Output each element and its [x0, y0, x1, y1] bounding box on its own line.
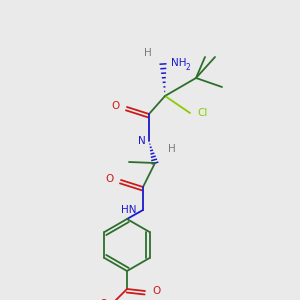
Text: O: O: [112, 101, 120, 111]
Text: N: N: [138, 136, 146, 146]
Text: NH: NH: [171, 58, 187, 68]
Text: Cl: Cl: [197, 108, 207, 118]
Text: H: H: [144, 48, 152, 58]
Text: O: O: [152, 286, 160, 296]
Text: HN: HN: [121, 205, 136, 215]
Text: O: O: [100, 299, 108, 300]
Text: O: O: [106, 174, 114, 184]
Text: 2: 2: [185, 62, 190, 71]
Text: H: H: [168, 144, 176, 154]
